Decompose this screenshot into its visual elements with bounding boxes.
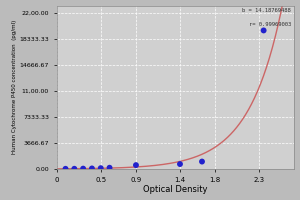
Point: [200, 160, 204, 163]
Point: [63, 167, 68, 170]
Point: [134, 164, 138, 167]
Point: [89, 167, 94, 170]
X-axis label: Optical Density: Optical Density: [143, 185, 208, 194]
Point: [261, 29, 266, 32]
Point: [98, 167, 103, 170]
Point: [178, 162, 182, 166]
Text: r= 0.99969003: r= 0.99969003: [249, 22, 291, 27]
Point: [107, 166, 112, 169]
Y-axis label: Human Cytochrome P450 concentration  (pg/ml): Human Cytochrome P450 concentration (pg/…: [12, 20, 16, 154]
Point: [81, 167, 85, 170]
Text: b = 14.18769488: b = 14.18769488: [242, 8, 291, 13]
Point: [72, 167, 77, 170]
